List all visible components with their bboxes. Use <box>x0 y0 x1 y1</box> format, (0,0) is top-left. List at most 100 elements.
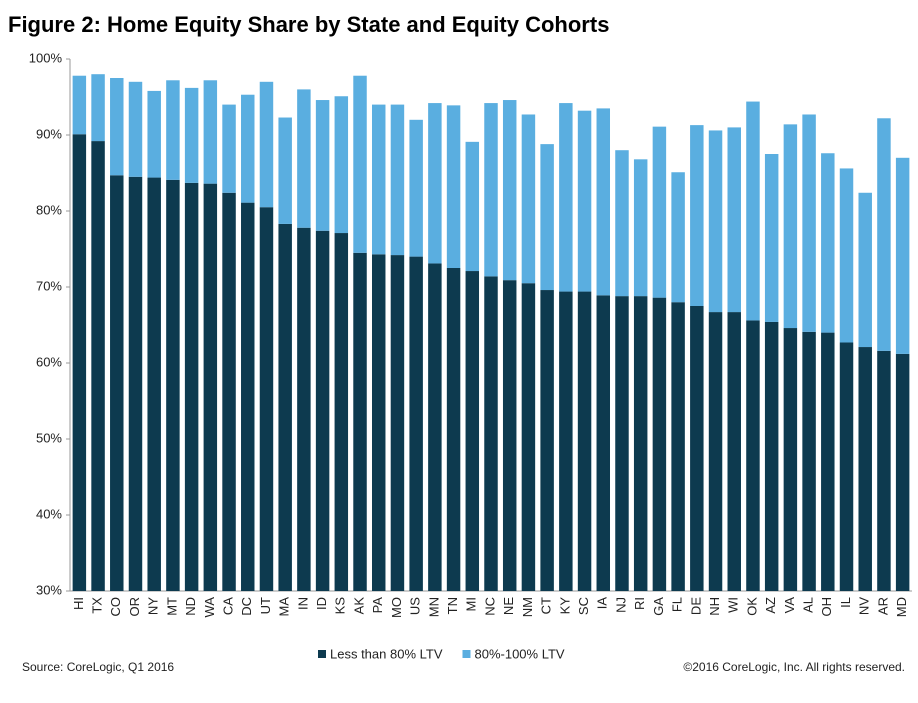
legend-swatch <box>462 650 471 658</box>
bar-segment <box>241 94 255 203</box>
bar-segment <box>110 175 124 591</box>
bar-segment <box>708 130 723 313</box>
chart-title: Figure 2: Home Equity Share by State and… <box>8 12 609 37</box>
x-tick-label: KS <box>333 597 348 615</box>
bar-segment <box>353 252 367 592</box>
bar-segment <box>746 101 760 321</box>
bar-segment <box>521 283 536 591</box>
bar-segment <box>652 297 667 591</box>
bar-segment <box>72 75 87 135</box>
x-tick-label: OH <box>819 597 834 617</box>
bar-segment <box>428 103 442 264</box>
bar-segment <box>446 268 461 591</box>
bar-segment <box>484 103 498 277</box>
bar-segment <box>783 124 798 329</box>
bar-segment <box>371 254 386 591</box>
bar-segment <box>446 105 461 268</box>
x-tick-label: ID <box>314 597 329 610</box>
bar-segment <box>858 192 872 348</box>
bar-segment <box>203 80 218 184</box>
x-tick-label: UT <box>258 597 273 614</box>
y-tick-label: 40% <box>36 506 62 521</box>
bar-segment <box>727 127 741 313</box>
bar-segment <box>540 290 554 591</box>
x-tick-label: CA <box>220 597 235 615</box>
bar-segment <box>465 271 480 591</box>
bar-segment <box>241 202 255 591</box>
x-tick-label: NE <box>501 597 516 615</box>
bar-segment <box>147 177 161 591</box>
y-tick-label: 100% <box>29 50 63 65</box>
bar-segment <box>746 320 760 591</box>
bar-segment <box>633 159 648 297</box>
legend-swatch <box>318 650 326 658</box>
bar-segment <box>278 223 292 592</box>
bar-segment <box>783 328 798 591</box>
bar-segment <box>577 110 592 292</box>
bar-segment <box>839 342 854 591</box>
bar-segment <box>371 104 386 255</box>
bar-segment <box>764 321 779 591</box>
bar-segment <box>409 119 423 257</box>
bar-segment <box>821 332 835 591</box>
x-tick-label: MA <box>277 597 292 617</box>
x-tick-label: CO <box>108 597 123 617</box>
bar-segment <box>166 179 180 591</box>
bar-segment <box>297 89 311 228</box>
bar-segment <box>315 230 330 591</box>
bar-segment <box>91 74 105 142</box>
y-tick-label: 80% <box>36 202 62 217</box>
x-tick-label: WI <box>726 597 741 613</box>
legend-label: Less than 80% LTV <box>330 646 443 661</box>
x-tick-label: IN <box>295 597 310 610</box>
copyright-note: ©2016 CoreLogic, Inc. All rights reserve… <box>683 660 905 674</box>
bar-segment <box>671 302 685 591</box>
x-tick-label: AR <box>875 597 890 615</box>
bar-segment <box>428 263 442 591</box>
bar-segment <box>615 150 629 297</box>
bar-segment <box>353 75 367 253</box>
bar-segment <box>821 153 835 333</box>
bar-segment <box>91 141 105 591</box>
bar-segment <box>166 80 180 180</box>
bar-segment <box>839 168 854 343</box>
bar-segment <box>596 108 611 296</box>
y-tick-label: 90% <box>36 126 62 141</box>
x-tick-label: GA <box>651 597 666 616</box>
x-tick-label: WA <box>202 597 217 618</box>
bar-segment <box>559 291 573 591</box>
x-tick-label: NM <box>520 597 535 617</box>
bar-segment <box>259 207 274 591</box>
x-tick-label: VA <box>782 597 797 614</box>
x-tick-label: FL <box>670 597 685 612</box>
bar-segment <box>128 176 143 592</box>
x-tick-label: NH <box>707 597 722 616</box>
source-note: Source: CoreLogic, Q1 2016 <box>22 660 174 674</box>
x-tick-label: MI <box>464 597 479 611</box>
x-tick-label: SC <box>576 597 591 615</box>
bar-segment <box>297 227 311 591</box>
bar-segment <box>110 78 124 176</box>
bar-segment <box>502 100 517 281</box>
bar-segment <box>577 291 592 591</box>
x-tick-label: MO <box>389 597 404 618</box>
bar-segment <box>521 114 536 284</box>
x-tick-label: CT <box>539 597 554 614</box>
legend-label: 80%-100% LTV <box>475 646 565 661</box>
bar-segment <box>502 280 517 591</box>
x-tick-label: HI <box>71 597 86 610</box>
bar-segment <box>802 114 816 332</box>
bar-segment <box>671 172 685 303</box>
bar-segment <box>652 126 667 298</box>
bar-segment <box>72 134 87 592</box>
bar-segment <box>484 276 498 591</box>
bar-segment <box>690 125 704 307</box>
x-tick-label: AK <box>351 597 366 615</box>
x-tick-label: PA <box>370 597 385 614</box>
bar-segment <box>390 104 405 256</box>
bar-segment <box>334 233 349 592</box>
bar-segment <box>465 141 480 272</box>
y-tick-label: 60% <box>36 354 62 369</box>
bar-segment <box>390 255 405 591</box>
